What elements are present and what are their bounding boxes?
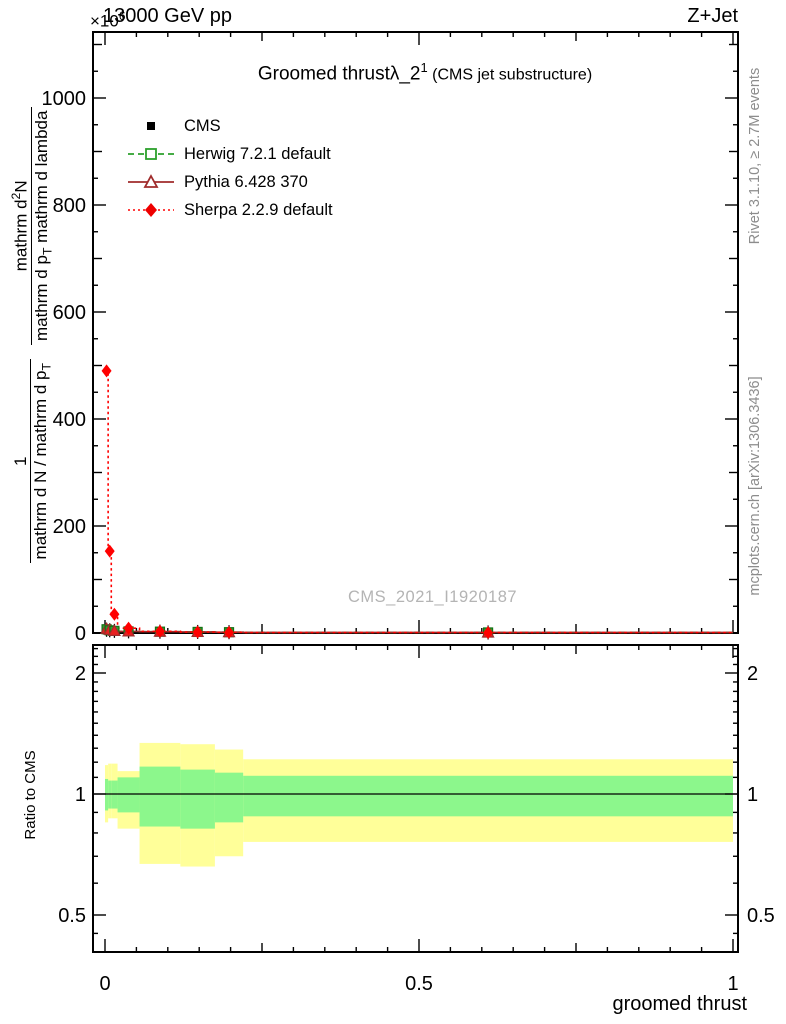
ratio-ytick-label-right: 2 xyxy=(747,663,758,685)
main-ytick-label: 200 xyxy=(53,516,86,538)
ratio-ytick-label: 1 xyxy=(75,784,86,806)
pythia-marker-icon xyxy=(128,174,174,188)
sherpa-data-point xyxy=(109,607,120,621)
exponent-base: ×10 xyxy=(90,11,119,31)
watermark-text: CMS_2021_I1920187 xyxy=(348,588,518,606)
legend-item-cms: CMS xyxy=(128,112,333,140)
legend-item-herwig: Herwig 7.2.1 default xyxy=(128,140,333,168)
main-ytick-label: 400 xyxy=(53,409,86,431)
ratio-green-band xyxy=(117,777,140,813)
sherpa-data-point xyxy=(192,625,203,639)
sherpa-data-point xyxy=(224,625,235,639)
sherpa-data-point xyxy=(154,624,165,638)
ratio-green-band xyxy=(214,772,244,823)
ratio-ytick-label-right: 1 xyxy=(747,784,758,806)
sherpa-data-point xyxy=(483,626,494,640)
x-axis-label: groomed thrust xyxy=(612,993,747,1015)
y-axis-label-frac2: mathrm d2N mathrm d pT mathrm d lambda xyxy=(9,106,55,346)
mcplots-reference-label: mcplots.cern.ch [arXiv:1306.3436] xyxy=(747,376,763,596)
sherpa-data-point xyxy=(104,544,115,558)
y-axis-label-frac1: 1 mathrm d N / mathrm d pT xyxy=(10,359,54,564)
ratio-green-band xyxy=(139,766,181,827)
ratio-panel-frame xyxy=(92,644,739,953)
ratio-green-band xyxy=(243,775,733,817)
legend-item-label: Herwig 7.2.1 default xyxy=(184,144,331,163)
legend-item-label: Pythia 6.428 370 xyxy=(184,172,308,191)
pythia-data-point xyxy=(107,624,121,636)
ratio-axis-label: Ratio to CMS xyxy=(22,750,39,840)
main-ytick-label: 1000 xyxy=(42,88,87,110)
sherpa-data-point xyxy=(123,621,134,635)
exponent-power: 6 xyxy=(118,9,126,23)
cms-marker-icon xyxy=(147,122,155,130)
plot-title-main: Groomed thrustλ_2 xyxy=(257,63,421,85)
main-ytick-label: 800 xyxy=(53,195,86,217)
xtick-label: 0.5 xyxy=(405,973,433,995)
main-ytick-label: 600 xyxy=(53,302,86,324)
sherpa-data-point xyxy=(101,364,112,378)
y-axis-exponent: ×106 xyxy=(90,9,125,32)
process-label: Z+Jet xyxy=(687,5,738,27)
ratio-ytick-label-right: 0.5 xyxy=(747,905,775,927)
legend: CMS Herwig 7.2.1 default Pythia 6.428 37… xyxy=(128,112,333,224)
xtick-label: 0 xyxy=(99,973,110,995)
herwig-marker-icon xyxy=(128,148,174,160)
ratio-ytick-label: 0.5 xyxy=(58,905,86,927)
xtick-label: 1 xyxy=(727,973,738,995)
legend-item-label: Sherpa 2.2.9 default xyxy=(184,200,333,219)
legend-item-sherpa: Sherpa 2.2.9 default xyxy=(128,196,333,224)
plot-title-sup: 1 xyxy=(420,60,428,75)
legend-item-label: CMS xyxy=(184,116,221,135)
ratio-ytick-label: 2 xyxy=(75,663,86,685)
legend-item-pythia: Pythia 6.428 370 xyxy=(128,168,333,196)
rivet-version-label: Rivet 3.1.10, ≥ 2.7M events xyxy=(747,67,763,245)
plot-title: Groomed thrustλ_21 (CMS jet substructure… xyxy=(0,60,786,85)
main-ytick-label: 0 xyxy=(75,623,86,645)
ratio-green-band xyxy=(105,778,109,811)
plot-title-suffix: (CMS jet substructure) xyxy=(427,66,593,84)
sherpa-marker-icon xyxy=(128,203,174,217)
ratio-green-band xyxy=(180,769,215,829)
y-axis-label: 1 mathrm d N / mathrm d pT mathrm d2N ma… xyxy=(4,30,60,640)
beam-energy-label: 13000 GeV pp xyxy=(103,5,232,27)
